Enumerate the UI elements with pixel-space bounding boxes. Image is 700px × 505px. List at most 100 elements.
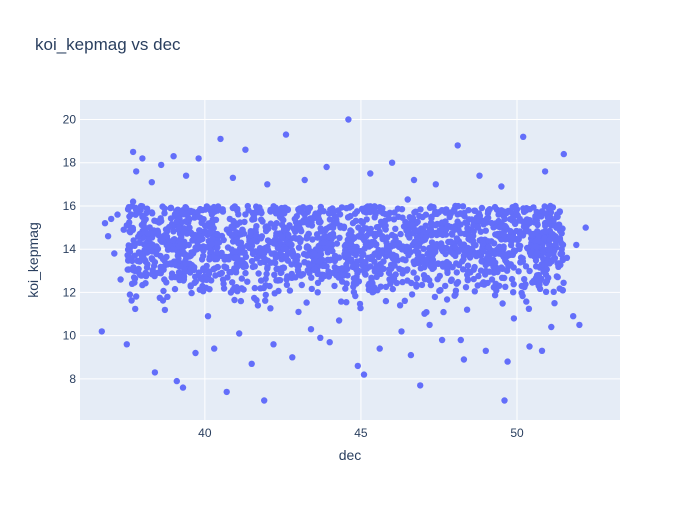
data-point: [410, 176, 418, 184]
data-point: [281, 210, 288, 217]
data-point: [443, 226, 450, 233]
data-point: [555, 260, 563, 267]
data-point: [207, 248, 215, 255]
data-point: [348, 233, 355, 240]
data-point: [235, 211, 242, 218]
data-point: [136, 239, 143, 246]
data-point: [376, 228, 383, 236]
data-point: [483, 254, 491, 261]
data-point: [480, 248, 487, 255]
data-point: [214, 230, 221, 238]
data-point: [510, 315, 518, 322]
data-point: [275, 287, 282, 295]
data-point: [535, 282, 542, 289]
data-point: [534, 249, 541, 257]
data-point: [463, 246, 470, 253]
data-point: [187, 282, 194, 289]
data-point: [220, 285, 228, 292]
data-point: [366, 204, 373, 211]
data-point: [501, 397, 508, 404]
data-point: [236, 330, 243, 337]
data-point: [542, 288, 550, 295]
data-point: [291, 252, 298, 260]
y-tick-label: 18: [63, 156, 77, 170]
data-point: [161, 210, 168, 217]
data-point: [154, 269, 161, 276]
x-tick-label: 50: [510, 426, 524, 440]
data-point: [330, 207, 337, 215]
data-point: [270, 341, 277, 348]
data-point: [131, 252, 138, 259]
data-point: [195, 245, 203, 252]
data-point: [273, 277, 280, 284]
data-point: [142, 269, 149, 277]
data-point: [188, 289, 195, 297]
data-point: [318, 227, 325, 234]
data-point: [368, 241, 375, 249]
data-point: [126, 213, 133, 220]
data-point: [241, 249, 248, 256]
data-point: [143, 209, 150, 217]
data-point: [325, 268, 332, 275]
data-point: [538, 347, 546, 354]
data-point: [417, 382, 424, 389]
data-point: [377, 263, 384, 270]
data-point: [248, 360, 255, 367]
data-point: [418, 281, 426, 289]
data-point: [507, 261, 514, 268]
data-point: [517, 254, 525, 261]
data-point: [378, 249, 385, 257]
data-point: [533, 217, 540, 224]
data-point: [258, 216, 265, 223]
data-point: [217, 135, 224, 143]
data-point: [533, 243, 540, 251]
data-point: [135, 265, 142, 273]
data-point: [355, 224, 362, 231]
data-point: [273, 220, 280, 227]
data-point: [404, 196, 411, 203]
data-point: [282, 131, 290, 138]
data-point: [309, 236, 316, 243]
data-point: [558, 240, 565, 247]
data-point: [504, 358, 511, 365]
data-point: [211, 345, 218, 352]
data-point: [321, 272, 328, 280]
data-point: [229, 174, 237, 181]
data-point: [293, 261, 300, 269]
data-point: [148, 179, 155, 186]
data-point: [280, 216, 287, 224]
data-point: [422, 234, 430, 241]
data-point: [101, 220, 109, 227]
data-point: [530, 204, 537, 211]
data-point: [263, 270, 270, 278]
data-point: [257, 235, 265, 242]
data-point: [348, 203, 355, 210]
data-point: [401, 297, 408, 304]
data-point: [469, 237, 477, 244]
data-point: [443, 296, 451, 303]
data-point: [205, 270, 213, 277]
data-point: [342, 241, 350, 248]
data-point: [387, 252, 395, 260]
data-point: [129, 198, 137, 205]
data-point: [427, 281, 435, 289]
data-point: [457, 240, 464, 248]
data-point: [388, 159, 396, 166]
data-point: [413, 243, 421, 251]
data-point: [236, 219, 244, 226]
data-point: [517, 242, 524, 250]
data-point: [482, 347, 489, 354]
data-point: [479, 237, 486, 244]
data-point: [201, 222, 209, 229]
data-point: [175, 255, 182, 262]
data-point: [344, 265, 351, 273]
data-point: [126, 247, 133, 254]
data-point: [360, 371, 368, 378]
data-point: [457, 336, 464, 344]
data-point: [317, 248, 324, 255]
data-point: [447, 277, 455, 285]
data-point: [331, 257, 338, 264]
data-point: [558, 230, 565, 237]
data-point: [423, 256, 430, 264]
data-point: [187, 229, 195, 236]
